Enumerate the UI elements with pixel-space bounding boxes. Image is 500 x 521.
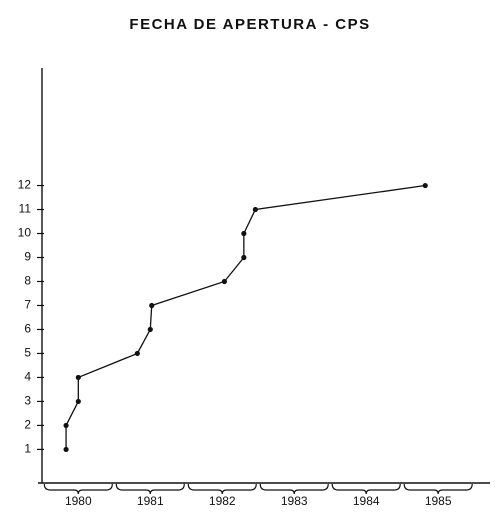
y-tick-label: 4 <box>24 370 31 384</box>
data-line <box>65 184 426 450</box>
data-point <box>252 206 258 213</box>
data-point <box>75 374 81 381</box>
x-tick-label: 1983 <box>281 494 308 508</box>
data-point <box>221 278 228 285</box>
y-tick-label: 11 <box>19 202 32 216</box>
y-tick-label: 12 <box>18 178 32 192</box>
y-tick-label: 3 <box>24 394 31 408</box>
data-point <box>422 182 428 189</box>
y-tick-label: 9 <box>24 250 31 264</box>
x-tick-brace <box>187 483 257 495</box>
data-point <box>75 398 81 405</box>
x-tick-label: 1985 <box>425 494 452 508</box>
y-tick-label: 7 <box>24 298 31 312</box>
y-tick-label: 6 <box>24 322 31 336</box>
data-point <box>241 254 247 261</box>
x-tick-brace <box>43 483 113 495</box>
y-tick-label: 10 <box>18 226 32 240</box>
x-tick-label: 1980 <box>65 494 92 508</box>
x-tick-brace <box>115 483 185 495</box>
x-tick-brace <box>331 483 401 495</box>
data-point <box>241 230 247 237</box>
x-tick-brace <box>259 483 329 495</box>
data-point <box>63 446 69 453</box>
y-tick-label: 1 <box>24 442 31 456</box>
y-tick-label: 2 <box>24 418 31 432</box>
x-tick-label: 1984 <box>353 494 380 508</box>
y-tick-label: 5 <box>24 346 31 360</box>
x-tick-brace <box>403 483 473 495</box>
x-tick-label: 1981 <box>137 494 164 508</box>
y-tick-label: 8 <box>24 274 31 288</box>
data-point <box>147 326 153 333</box>
data-point <box>134 350 140 357</box>
data-point <box>149 302 155 309</box>
chart-title: FECHA DE APERTURA - CPS <box>129 16 370 33</box>
x-tick-label: 1982 <box>209 494 236 508</box>
data-point <box>63 422 69 429</box>
